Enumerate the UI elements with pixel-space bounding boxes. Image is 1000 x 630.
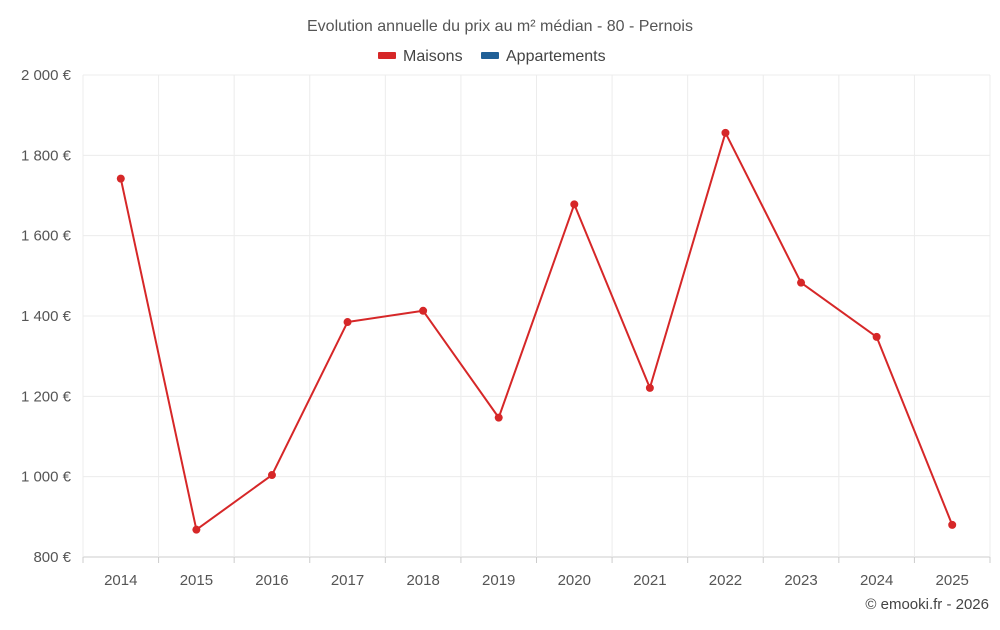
data-point[interactable] [570,200,579,209]
series-layer [116,128,957,534]
y-tick-label: 1 400 € [21,308,72,325]
data-point[interactable] [343,318,352,327]
data-point[interactable] [948,520,957,529]
legend-label-maisons: Maisons [403,48,463,65]
x-tick-label: 2015 [180,572,213,589]
legend-swatch-appartements [481,52,499,59]
data-point[interactable] [872,332,881,341]
legend-item-maisons[interactable]: Maisons [378,48,463,65]
data-point[interactable] [192,525,201,534]
x-tick-label: 2020 [558,572,591,589]
x-tick-label: 2019 [482,572,515,589]
x-axis-labels: 2014 2015 2016 2017 2018 2019 2020 2021 2022 2023… [104,572,969,589]
data-point[interactable] [419,306,428,315]
y-tick-label: 800 € [33,549,71,566]
data-point[interactable] [267,471,276,480]
x-tick-label: 2024 [860,572,893,589]
legend: Maisons Appartements [378,48,606,65]
y-tick-label: 2 000 € [21,67,72,84]
credit-text: © emooki.fr - 2026 [865,596,989,613]
series-line-maisons [119,131,954,531]
y-tick-label: 1 200 € [21,388,72,405]
x-tick-label: 2017 [331,572,364,589]
legend-item-appartements[interactable]: Appartements [481,48,606,65]
legend-swatch-maisons [378,52,396,59]
x-tick-label: 2025 [936,572,969,589]
x-tick-label: 2023 [784,572,817,589]
x-tick-label: 2018 [406,572,439,589]
x-gridlines [82,75,991,563]
x-tick-label: 2016 [255,572,288,589]
data-point[interactable] [494,413,503,422]
x-tick-label: 2021 [633,572,666,589]
y-tick-label: 1 600 € [21,228,72,245]
data-point[interactable] [116,174,125,183]
x-tick-label: 2014 [104,572,137,589]
legend-label-appartements: Appartements [506,48,606,65]
y-tick-label: 1 800 € [21,147,72,164]
data-point[interactable] [645,383,654,392]
chart-title: Evolution annuelle du prix au m² médian … [307,18,693,35]
y-axis-labels: 800 € 1 000 € 1 200 € 1 400 € 1 600 € 1 800 €… [21,67,72,566]
data-point[interactable] [721,128,730,137]
y-tick-label: 1 000 € [21,469,72,486]
data-point[interactable] [797,278,806,287]
x-tick-label: 2022 [709,572,742,589]
